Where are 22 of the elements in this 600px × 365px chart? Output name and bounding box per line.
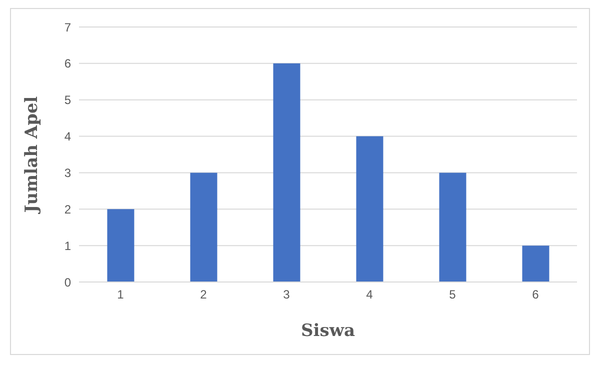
x-tick-label: 1 bbox=[117, 288, 124, 302]
y-tick-label: 6 bbox=[64, 56, 72, 71]
y-tick-label: 2 bbox=[64, 202, 72, 216]
bar bbox=[190, 172, 218, 282]
y-axis-title: Jumlah Apel bbox=[22, 96, 42, 215]
x-axis-title: Siswa bbox=[301, 321, 355, 341]
bar bbox=[273, 63, 300, 282]
x-tick-label: 6 bbox=[532, 288, 540, 302]
x-tick-label: 3 bbox=[283, 288, 290, 302]
bar bbox=[356, 136, 384, 282]
y-tick-label: 4 bbox=[64, 130, 72, 144]
bar bbox=[439, 172, 466, 282]
x-tick-label: 4 bbox=[366, 288, 374, 302]
y-tick-label: 1 bbox=[64, 238, 72, 253]
x-tick-label: 2 bbox=[200, 288, 208, 302]
y-tick-label: 5 bbox=[64, 93, 72, 108]
y-tick-label: 3 bbox=[64, 166, 72, 180]
x-tick-label: 5 bbox=[449, 288, 456, 302]
y-tick-label: 7 bbox=[64, 20, 72, 34]
bar bbox=[522, 246, 550, 282]
bar bbox=[107, 209, 134, 282]
y-tick-label: 0 bbox=[64, 275, 72, 290]
